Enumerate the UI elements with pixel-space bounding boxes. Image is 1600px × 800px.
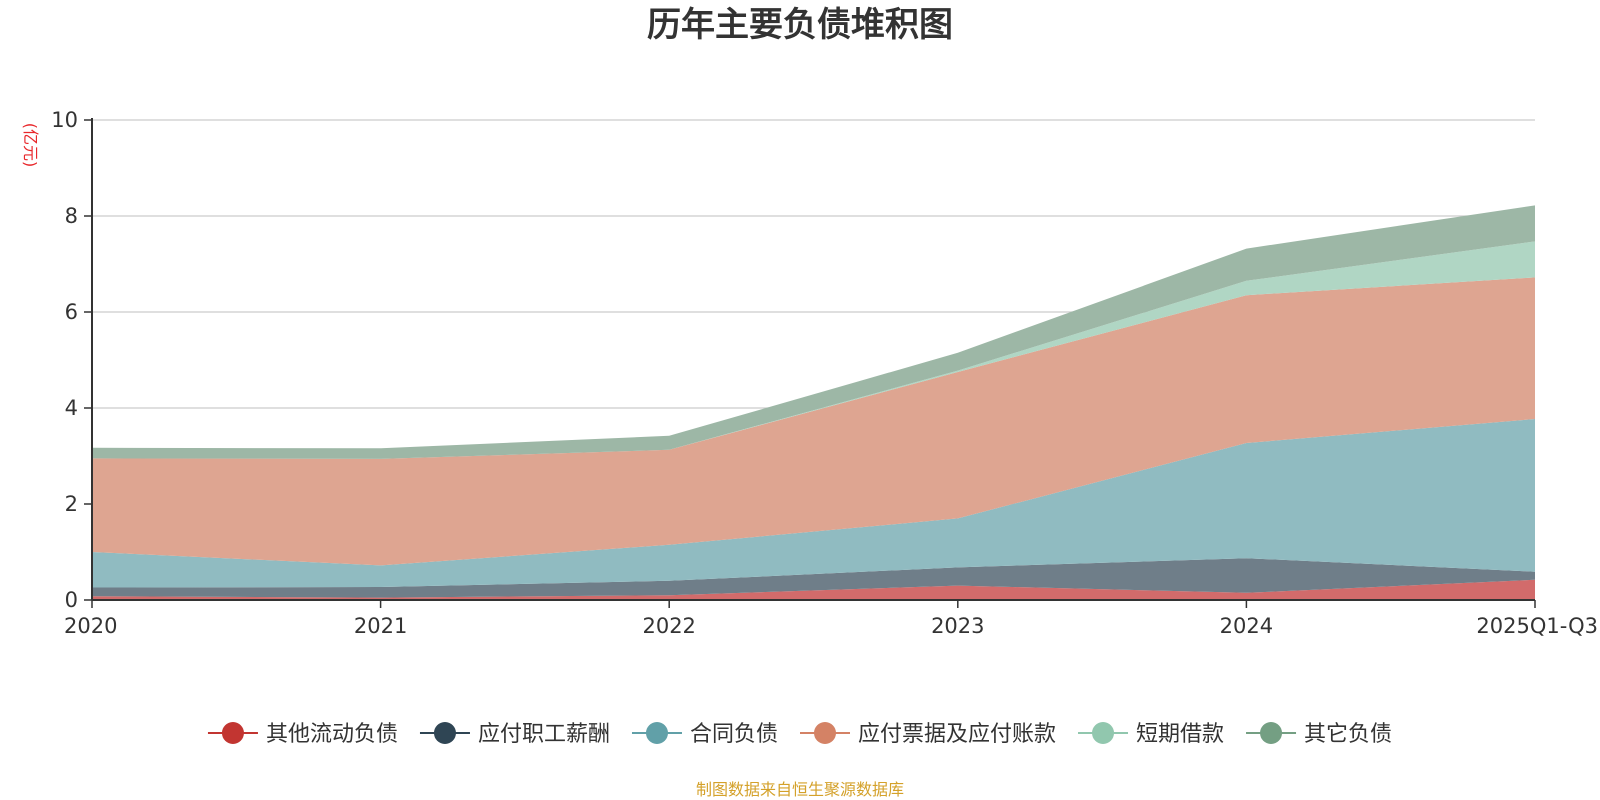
x-tick-label: 2021 <box>354 614 407 638</box>
chart-title: 历年主要负债堆积图 <box>647 5 953 45</box>
area-合同负债 <box>92 419 1535 588</box>
area-短期借款 <box>92 241 1535 459</box>
x-tick-label: 2024 <box>1220 614 1273 638</box>
legend: 其他流动负债 应付职工薪酬 合同负债 应付票据及应付账款 短期借款 其它负债 <box>207 722 1392 747</box>
y-tick-label: 10 <box>51 108 78 132</box>
y-axis-unit-label: (亿元) <box>21 123 40 168</box>
legend-item: 其它负债 <box>1246 722 1392 747</box>
x-tick-label: 2023 <box>931 614 984 638</box>
legend-dot-marker <box>1260 722 1283 744</box>
legend-label: 其他流动负债 <box>266 722 398 747</box>
legend-dot-marker <box>814 722 836 744</box>
data-source-note: 制图数据来自恒生聚源数据库 <box>696 780 904 799</box>
legend-item: 其他流动负债 <box>207 722 398 747</box>
legend-label: 短期借款 <box>1136 722 1224 747</box>
area-其它负债 <box>92 205 1535 459</box>
y-tick-label: 4 <box>65 396 78 420</box>
legend-item: 应付票据及应付账款 <box>800 722 1056 747</box>
x-tick-label: 2022 <box>642 614 695 638</box>
legend-label: 其它负债 <box>1304 722 1392 747</box>
legend-dot-marker <box>1092 722 1115 744</box>
x-tick-label: 2025Q1-Q3 <box>1476 614 1598 638</box>
axes: 0 2 4 6 8 10 2020 2021 2022 2023 2024 2025Q1-Q3 <box>51 108 1598 638</box>
legend-dot-marker <box>645 722 668 744</box>
area-应付职工薪酬 <box>92 558 1535 598</box>
legend-item: 合同负债 <box>631 722 778 747</box>
legend-item: 应付职工薪酬 <box>419 722 610 747</box>
x-tick-label: 2020 <box>64 614 117 638</box>
legend-dot-marker <box>433 722 456 744</box>
legend-label: 合同负债 <box>690 722 778 747</box>
legend-dot-marker <box>221 722 244 744</box>
area-series <box>92 205 1535 600</box>
area-应付票据及应付账款 <box>92 277 1535 566</box>
area-其他流动负债 <box>92 579 1535 600</box>
legend-item: 短期借款 <box>1078 722 1224 747</box>
legend-label: 应付职工薪酬 <box>478 722 610 747</box>
legend-label: 应付票据及应付账款 <box>858 722 1056 747</box>
y-tick-label: 6 <box>65 300 78 324</box>
y-tick-label: 0 <box>65 588 78 612</box>
y-tick-label: 2 <box>65 492 78 516</box>
y-tick-label: 8 <box>65 204 78 228</box>
